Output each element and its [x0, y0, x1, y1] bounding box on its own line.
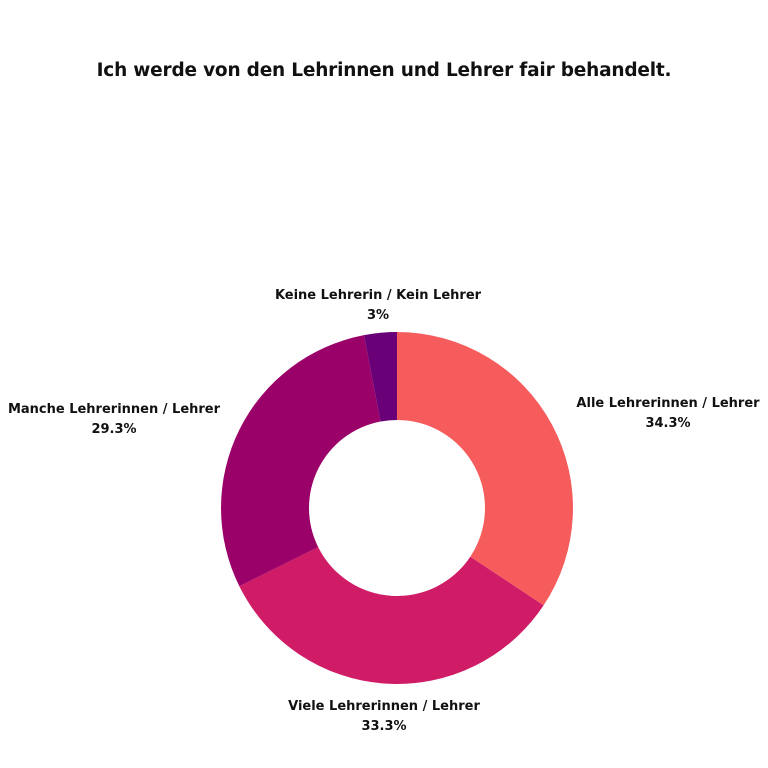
- donut-slice-4: [363, 332, 397, 422]
- slice-label-1: Alle Lehrerinnen / Lehrer: [576, 396, 760, 411]
- slice-value-label-1: 34.3%: [645, 416, 690, 431]
- slice-labels: Alle Lehrerinnen / Lehrer 34.3% Viele Lehr…: [8, 288, 760, 734]
- slice-label-2: Viele Lehrerinnen / Lehrer: [288, 699, 480, 714]
- slice-label-4: Keine Lehrerin / Kein Lehrer: [275, 288, 482, 303]
- donut-slice-3: [221, 335, 381, 587]
- donut-slice-1: [397, 332, 574, 606]
- donut-slice-2: [239, 547, 544, 684]
- donut-slices: [221, 332, 574, 684]
- chart-title: Ich werde von den Lehrinnen und Lehrer f…: [96, 60, 672, 81]
- slice-value-label-4: 3%: [367, 308, 389, 323]
- slice-value-label-2: 33.3%: [361, 719, 406, 734]
- slice-value-label-3: 29.3%: [91, 422, 136, 437]
- slice-label-3: Manche Lehrerinnen / Lehrer: [8, 402, 221, 417]
